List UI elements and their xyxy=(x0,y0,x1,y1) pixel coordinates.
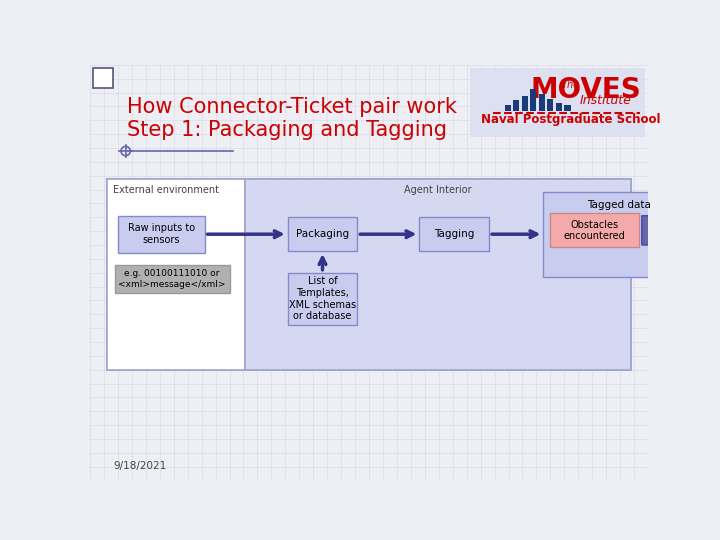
Text: Tagging: Tagging xyxy=(434,229,474,239)
Text: List of
Templates,
XML schemas
or database: List of Templates, XML schemas or databa… xyxy=(289,276,356,321)
Text: Naval Postgraduate School: Naval Postgraduate School xyxy=(481,112,660,125)
FancyBboxPatch shape xyxy=(522,96,528,111)
FancyBboxPatch shape xyxy=(419,217,489,251)
Text: The: The xyxy=(562,80,580,90)
FancyBboxPatch shape xyxy=(287,217,357,251)
FancyBboxPatch shape xyxy=(469,68,645,137)
FancyBboxPatch shape xyxy=(556,103,562,111)
FancyBboxPatch shape xyxy=(539,94,545,111)
FancyBboxPatch shape xyxy=(287,273,357,325)
Text: 9/18/2021: 9/18/2021 xyxy=(113,461,166,471)
FancyBboxPatch shape xyxy=(107,179,631,370)
FancyBboxPatch shape xyxy=(107,179,245,370)
Text: Obstacles
encountered: Obstacles encountered xyxy=(563,220,625,241)
FancyBboxPatch shape xyxy=(547,99,554,111)
Polygon shape xyxy=(642,215,667,245)
Text: How Connector-Ticket pair work: How Connector-Ticket pair work xyxy=(127,97,457,117)
Text: External environment: External environment xyxy=(113,185,220,195)
Text: Tagged data: Tagged data xyxy=(587,200,651,210)
FancyBboxPatch shape xyxy=(549,213,639,247)
Text: Agent Interior: Agent Interior xyxy=(404,185,472,195)
Text: Packaging: Packaging xyxy=(296,229,349,239)
FancyBboxPatch shape xyxy=(544,192,695,276)
Text: e.g. 00100111010 or
<xml>message</xml>: e.g. 00100111010 or <xml>message</xml> xyxy=(118,269,226,288)
FancyBboxPatch shape xyxy=(93,68,113,88)
FancyBboxPatch shape xyxy=(530,90,536,111)
FancyBboxPatch shape xyxy=(245,179,631,370)
Text: Raw inputs to
sensors: Raw inputs to sensors xyxy=(127,224,195,245)
FancyBboxPatch shape xyxy=(505,105,510,111)
FancyBboxPatch shape xyxy=(513,100,519,111)
Text: Institute: Institute xyxy=(580,94,631,107)
Text: MOVES: MOVES xyxy=(531,76,642,104)
Text: Step 1: Packaging and Tagging: Step 1: Packaging and Tagging xyxy=(127,120,447,140)
FancyBboxPatch shape xyxy=(118,215,204,253)
FancyBboxPatch shape xyxy=(114,265,230,293)
FancyBboxPatch shape xyxy=(564,105,570,111)
